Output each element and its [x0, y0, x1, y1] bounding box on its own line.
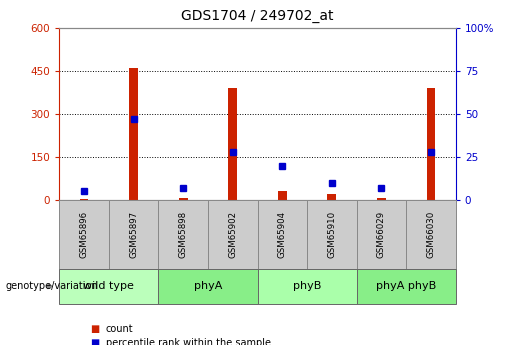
FancyBboxPatch shape [159, 200, 208, 269]
FancyBboxPatch shape [406, 200, 456, 269]
Bar [377, 198, 386, 200]
Text: GSM66029: GSM66029 [377, 211, 386, 258]
FancyBboxPatch shape [208, 200, 258, 269]
Text: wild type: wild type [83, 282, 134, 291]
FancyBboxPatch shape [59, 269, 159, 304]
FancyBboxPatch shape [159, 269, 258, 304]
Text: GSM65898: GSM65898 [179, 211, 187, 258]
FancyBboxPatch shape [307, 200, 356, 269]
Text: GSM65904: GSM65904 [278, 211, 287, 258]
Bar [328, 194, 336, 200]
Text: ■: ■ [90, 338, 99, 345]
Text: percentile rank within the sample: percentile rank within the sample [106, 338, 270, 345]
Bar [426, 88, 436, 200]
Bar [228, 88, 237, 200]
Text: genotype/variation: genotype/variation [5, 282, 98, 291]
FancyBboxPatch shape [356, 200, 406, 269]
Bar [278, 191, 287, 200]
Text: GSM65897: GSM65897 [129, 211, 138, 258]
FancyBboxPatch shape [109, 200, 159, 269]
Text: GSM65902: GSM65902 [228, 211, 237, 258]
Text: phyA: phyA [194, 282, 222, 291]
FancyBboxPatch shape [59, 200, 109, 269]
Text: count: count [106, 325, 133, 334]
Bar [179, 198, 187, 200]
Text: GSM65910: GSM65910 [328, 211, 336, 258]
Bar [129, 68, 138, 200]
Text: GSM66030: GSM66030 [426, 211, 436, 258]
FancyBboxPatch shape [356, 269, 456, 304]
FancyBboxPatch shape [258, 269, 356, 304]
Bar [79, 199, 89, 200]
FancyBboxPatch shape [258, 200, 307, 269]
Text: GSM65896: GSM65896 [79, 211, 89, 258]
Text: GDS1704 / 249702_at: GDS1704 / 249702_at [181, 9, 334, 23]
Text: phyA phyB: phyA phyB [376, 282, 436, 291]
Text: ■: ■ [90, 325, 99, 334]
Text: phyB: phyB [293, 282, 321, 291]
